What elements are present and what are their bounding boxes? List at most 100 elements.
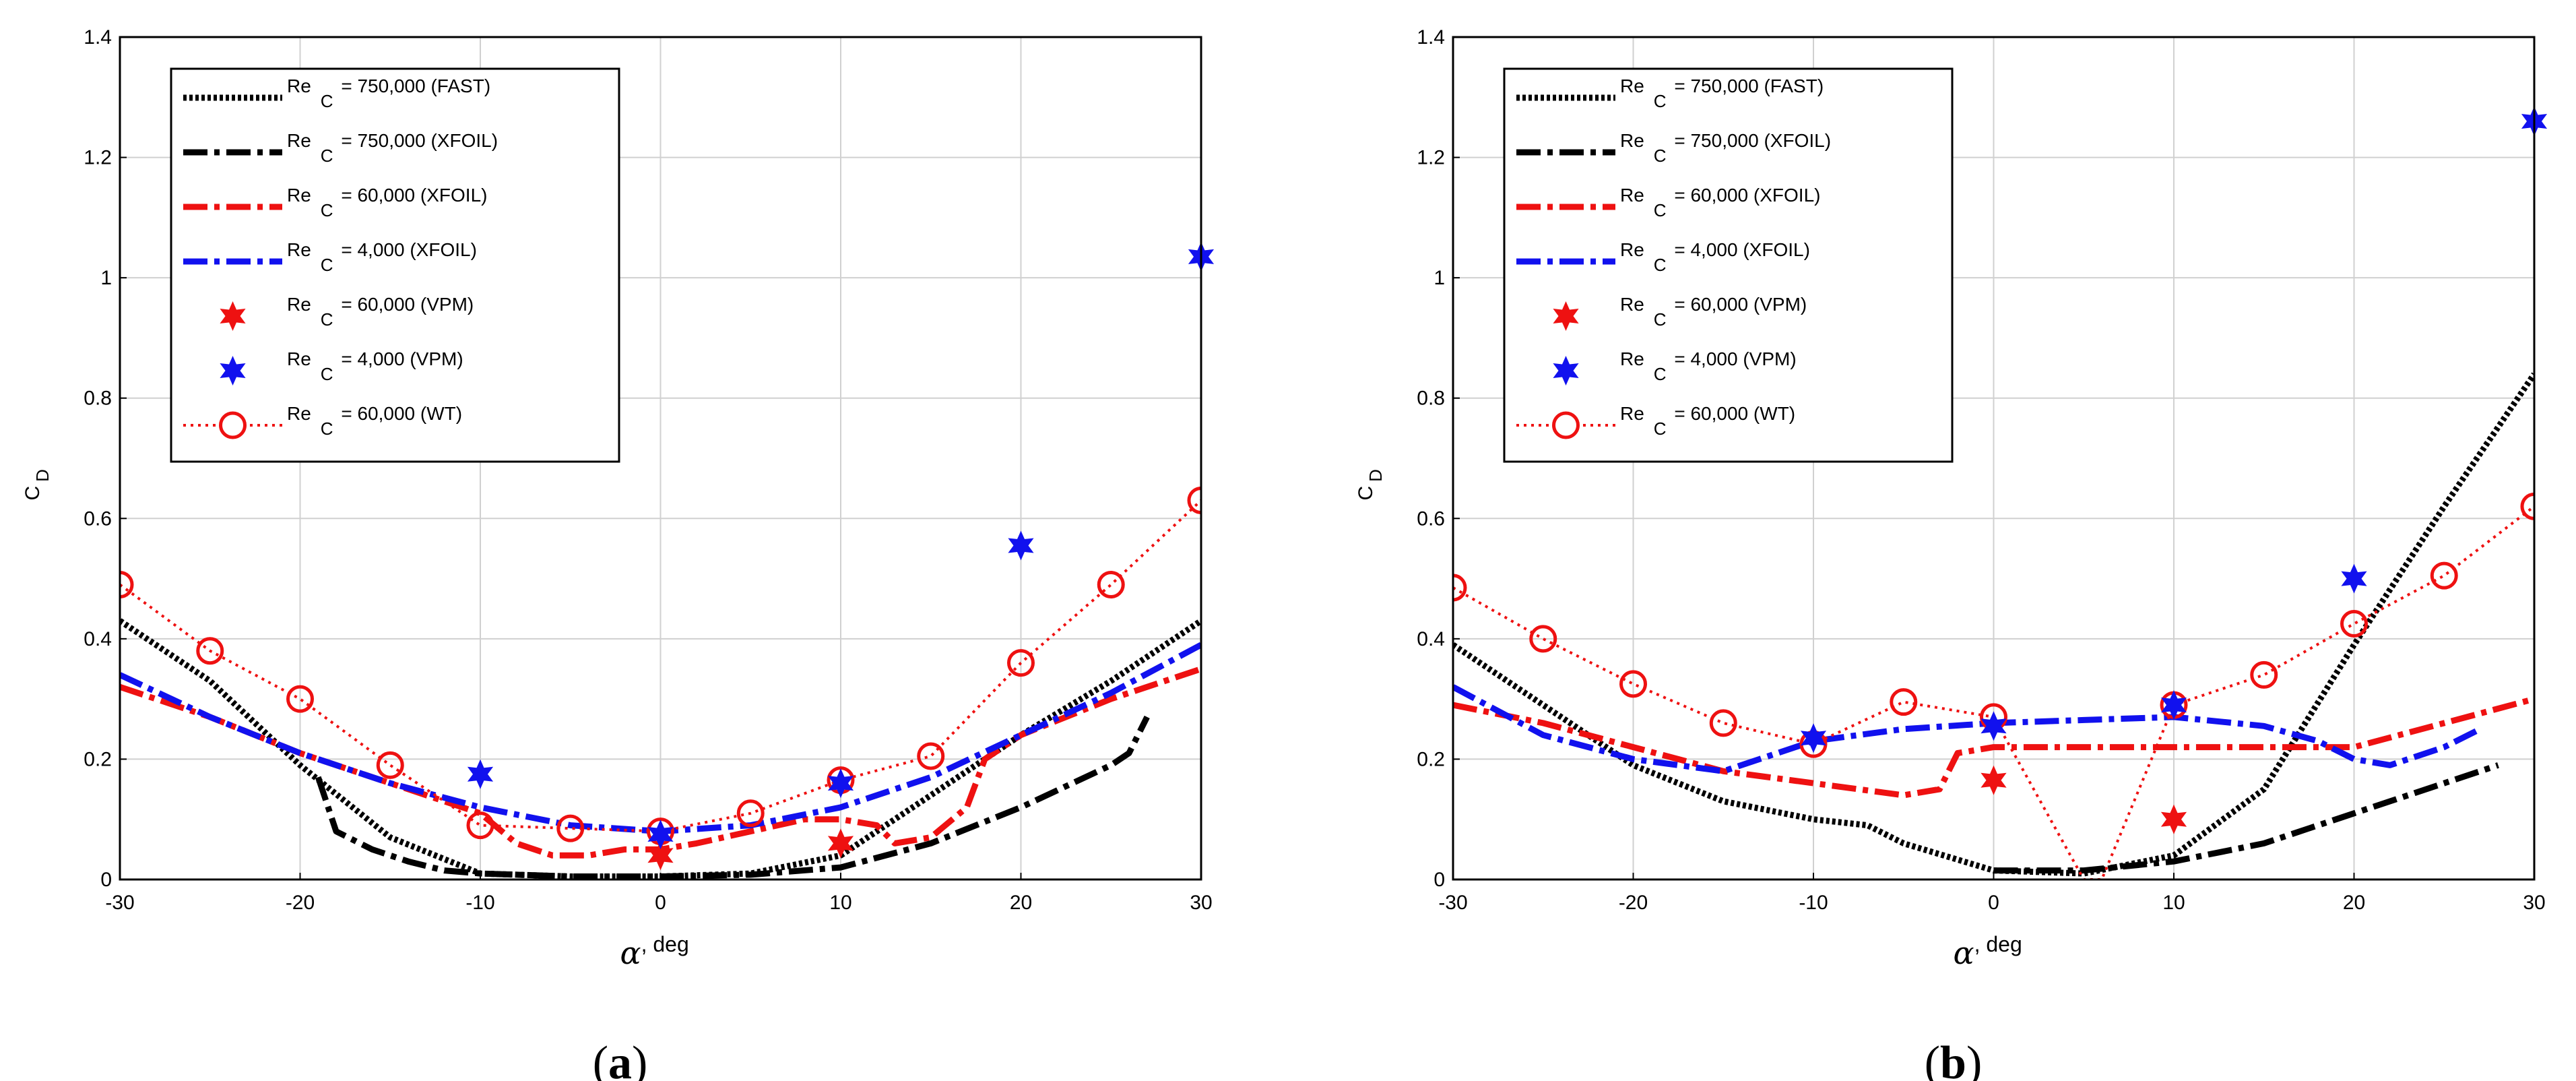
legend-marker-vpm4k xyxy=(1553,356,1579,385)
legend-label-wt60k: ReC = 60,000 (WT) xyxy=(1620,403,1795,439)
y-tick-label: 1.2 xyxy=(84,147,112,169)
data-point-wt60k xyxy=(2430,561,2458,590)
data-point-wt60k xyxy=(286,685,314,713)
data-point-wt60k xyxy=(2340,610,2368,638)
legend-marker-wt60k xyxy=(219,411,247,439)
legend-label-wt60k: ReC = 60,000 (WT) xyxy=(287,403,462,439)
x-tick-label: 0 xyxy=(655,892,666,914)
x-tick-label: 0 xyxy=(1988,892,1999,914)
legend-box xyxy=(170,67,620,463)
x-tick-label: -30 xyxy=(1438,892,1467,914)
legend-label-xfoil4k: ReC = 4,000 (XFOIL) xyxy=(1620,239,1810,275)
y-tick-label: 0.8 xyxy=(1417,388,1445,410)
x-tick-label: 20 xyxy=(2343,892,2365,914)
x-tick-label: 30 xyxy=(1190,892,1212,914)
x-tick-label: -20 xyxy=(286,892,315,914)
legend-label-fast750: ReC = 750,000 (FAST) xyxy=(287,75,490,111)
legend-label-xfoil60k: ReC = 60,000 (XFOIL) xyxy=(287,185,487,220)
data-point-wt60k xyxy=(1187,487,1201,514)
y-tick-label: 0.6 xyxy=(84,507,112,530)
data-point-wt60k xyxy=(1453,574,1467,602)
data-point-vpm4k xyxy=(1800,723,1827,753)
legend-box xyxy=(1503,67,1954,463)
legend-label-fast750: ReC = 750,000 (FAST) xyxy=(1620,75,1824,111)
x-tick-label: 10 xyxy=(829,892,851,914)
x-tick-label: -20 xyxy=(1619,892,1648,914)
data-point-vpm4k xyxy=(2160,690,2187,720)
data-point-vpm4k xyxy=(647,820,674,849)
data-point-wt60k xyxy=(2250,660,2278,689)
legend-marker-vpm60k xyxy=(220,301,246,331)
series-line-xfoil60k xyxy=(120,666,1201,859)
chart-panel-b: -30 -20 -10 0 10 20 30 0 0.2 0.4 0.6 0.8 1 1.2 1.4 α, d… xyxy=(1355,26,2548,1081)
legend-label-vpm60k: ReC = 60,000 (VPM) xyxy=(287,294,474,330)
data-point-wt60k xyxy=(196,637,224,665)
data-point-wt60k xyxy=(917,742,945,770)
y-tick-label: 0.6 xyxy=(1417,507,1445,530)
y-tick-label: 0 xyxy=(100,869,112,891)
data-point-wt60k xyxy=(1619,670,1647,698)
legend-label-vpm4k: ReC = 4,000 (VPM) xyxy=(287,348,463,384)
data-point-vpm60k xyxy=(2160,804,2187,834)
y-tick-label: 0.8 xyxy=(84,388,112,410)
data-point-vpm4k xyxy=(2341,563,2367,594)
x-axis-label: α, deg xyxy=(1954,932,2022,971)
y-tick-label: 1.4 xyxy=(1417,26,1445,49)
series-line-wt60k xyxy=(120,499,1201,833)
x-tick-label: -10 xyxy=(465,892,494,914)
y-tick-label: 0.2 xyxy=(84,748,112,770)
y-tick-label: 1 xyxy=(1434,267,1445,289)
y-tick-label: 0.4 xyxy=(1417,628,1445,650)
legend-label-vpm4k: ReC = 4,000 (VPM) xyxy=(1620,348,1797,384)
x-tick-label: 20 xyxy=(1010,892,1032,914)
y-tick-label: 0.4 xyxy=(84,628,112,650)
x-tick-label: -10 xyxy=(1799,892,1828,914)
panel-label: (b) xyxy=(1925,1037,1983,1081)
data-point-vpm4k xyxy=(467,759,494,789)
legend-marker-vpm60k xyxy=(1553,301,1579,331)
data-point-wt60k xyxy=(2520,492,2534,520)
y-tick-label: 1.2 xyxy=(1417,147,1445,169)
data-point-wt60k xyxy=(120,571,134,598)
y-tick-label: 0 xyxy=(1434,869,1445,891)
data-point-vpm60k xyxy=(827,828,854,859)
series-line-xfoil4k xyxy=(1453,684,2482,774)
data-point-wt60k xyxy=(1007,649,1035,677)
series-line-xfoil750 xyxy=(1993,762,2499,874)
x-axis-label: α, deg xyxy=(620,932,689,971)
legend-label-vpm60k: ReC = 60,000 (VPM) xyxy=(1620,294,1807,330)
y-axis-label: CD xyxy=(22,469,53,500)
y-axis-label: CD xyxy=(1355,469,1386,500)
data-point-wt60k xyxy=(1709,709,1737,737)
data-point-vpm60k xyxy=(647,840,674,871)
data-point-vpm4k xyxy=(1981,711,2007,741)
y-tick-label: 1.4 xyxy=(84,26,112,49)
legend-label-xfoil60k: ReC = 60,000 (XFOIL) xyxy=(1620,185,1820,220)
data-point-vpm4k xyxy=(827,768,854,799)
data-point-wt60k xyxy=(556,814,585,842)
legend-label-xfoil750: ReC = 750,000 (XFOIL) xyxy=(1620,130,1831,166)
x-tick-label: 30 xyxy=(2523,892,2545,914)
series-line-xfoil60k xyxy=(1453,696,2534,799)
data-point-vpm60k xyxy=(1981,765,2007,795)
chart-panel-a: -30 -20 -10 0 10 20 30 0 0.2 0.4 0.6 0.8 1 1.2 1.4 α, d… xyxy=(22,26,1215,1081)
data-point-wt60k xyxy=(1097,571,1125,598)
y-tick-label: 0.2 xyxy=(1417,748,1445,770)
legend-marker-vpm4k xyxy=(220,356,246,385)
x-tick-label: -30 xyxy=(105,892,134,914)
y-tick-label: 1 xyxy=(100,267,112,289)
series-group xyxy=(1453,372,2534,879)
series-line-fast750 xyxy=(120,618,1201,879)
legend-label-xfoil4k: ReC = 4,000 (XFOIL) xyxy=(287,239,477,275)
data-point-wt60k xyxy=(736,799,765,828)
data-point-vpm4k xyxy=(1008,530,1034,561)
data-point-wt60k xyxy=(376,751,404,779)
data-point-wt60k xyxy=(1890,688,1918,716)
x-tick-label: 10 xyxy=(2162,892,2185,914)
data-point-wt60k xyxy=(466,811,494,840)
data-point-wt60k xyxy=(1529,625,1557,653)
series-line-fast750 xyxy=(1453,372,2534,877)
legend-label-xfoil750: ReC = 750,000 (XFOIL) xyxy=(287,130,498,166)
legend-marker-wt60k xyxy=(1552,411,1580,439)
